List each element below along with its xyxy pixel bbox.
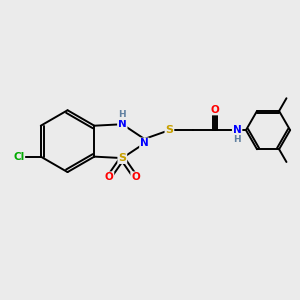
Text: N: N	[140, 138, 149, 148]
Text: S: S	[165, 125, 173, 135]
Text: O: O	[211, 104, 219, 115]
Text: Cl: Cl	[13, 152, 24, 162]
Text: S: S	[118, 153, 126, 163]
Text: N: N	[118, 119, 127, 129]
Text: O: O	[105, 172, 113, 182]
Text: H: H	[233, 135, 241, 144]
Text: H: H	[118, 110, 126, 119]
Text: O: O	[131, 172, 140, 182]
Text: N: N	[233, 125, 242, 135]
